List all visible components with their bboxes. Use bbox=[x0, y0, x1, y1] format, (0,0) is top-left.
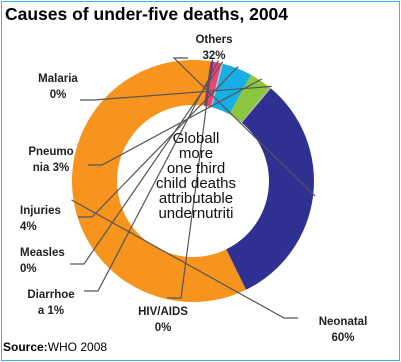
slice-label: Neonatal 60% bbox=[319, 316, 368, 344]
pie-slice bbox=[241, 87, 271, 123]
leader-line bbox=[78, 66, 239, 218]
pie-slice bbox=[229, 74, 270, 123]
slice-label: Diarrhoe a 1% bbox=[27, 289, 74, 317]
slice-label: Injuries 4% bbox=[20, 205, 61, 233]
source-note: Source:WHO 2008 bbox=[3, 340, 108, 354]
center-text: Globall more one third child deaths attribut… bbox=[156, 130, 236, 222]
slice-label: Measles 0% bbox=[20, 247, 65, 275]
slice-label: Pneumo nia 3% bbox=[28, 146, 73, 174]
slice-label: Others 32% bbox=[195, 34, 232, 62]
leader-line bbox=[88, 78, 263, 166]
pie-slice bbox=[71, 59, 247, 302]
slice-label: Malaria 0% bbox=[38, 73, 78, 101]
leader-line bbox=[84, 60, 219, 292]
leader-line bbox=[71, 199, 298, 319]
chart-title: Causes of under-five deaths, 2004 bbox=[5, 4, 289, 24]
leader-line bbox=[172, 57, 316, 197]
slice-label: HIV/AIDS 0% bbox=[138, 306, 188, 334]
pie-slice bbox=[226, 88, 314, 290]
leader-line bbox=[80, 85, 272, 101]
leader-line bbox=[167, 59, 214, 299]
